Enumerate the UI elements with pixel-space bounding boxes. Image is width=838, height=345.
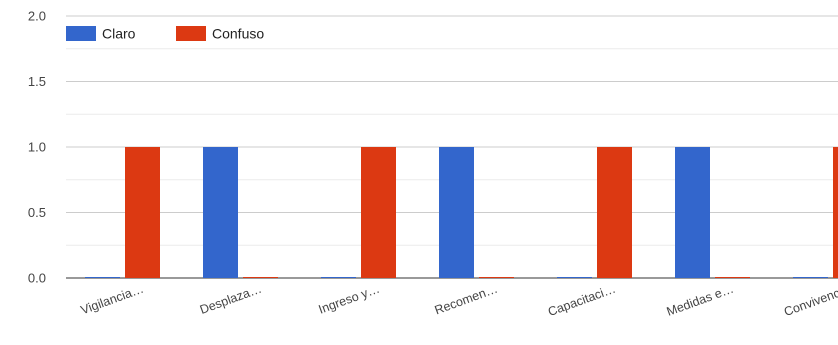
legend-item-claro[interactable]: Claro (66, 26, 136, 42)
bar-claro-6[interactable] (793, 277, 828, 278)
y-tick-label: 1.0 (28, 140, 46, 155)
bar-confuso-3[interactable] (479, 277, 514, 278)
bar-confuso-0[interactable] (125, 147, 160, 278)
bars (85, 147, 838, 278)
bar-claro-3[interactable] (439, 147, 474, 278)
legend[interactable]: Claro Confuso (66, 26, 264, 42)
x-tick-label: Desplaza… (198, 282, 264, 317)
y-tick-label: 2.0 (28, 9, 46, 24)
x-tick-label: Medidas e… (665, 282, 736, 319)
x-tick-label: Ingreso y… (317, 282, 382, 317)
legend-label: Claro (102, 26, 136, 42)
bar-claro-2[interactable] (321, 277, 356, 278)
bar-confuso-1[interactable] (243, 277, 278, 278)
bar-confuso-6[interactable] (833, 147, 838, 278)
legend-label: Confuso (212, 26, 264, 42)
y-tick-label: 0.0 (28, 271, 46, 286)
y-axis-ticks: 0.0 0.5 1.0 1.5 2.0 (28, 9, 46, 286)
legend-item-confuso[interactable]: Confuso (176, 26, 264, 42)
x-tick-label: Recomen… (433, 282, 500, 318)
x-tick-label: Vigilancia… (79, 282, 146, 318)
bar-claro-0[interactable] (85, 277, 120, 278)
bar-claro-1[interactable] (203, 147, 238, 278)
legend-swatch (176, 26, 206, 41)
bar-claro-4[interactable] (557, 277, 592, 278)
x-tick-label: Capacitaci… (546, 282, 617, 319)
bar-confuso-4[interactable] (597, 147, 632, 278)
x-axis-ticks: Vigilancia… Desplaza… Ingreso y… Recomen… Ca… (79, 282, 838, 319)
bar-confuso-2[interactable] (361, 147, 396, 278)
bar-confuso-5[interactable] (715, 277, 750, 278)
legend-swatch (66, 26, 96, 41)
y-tick-label: 0.5 (28, 205, 46, 220)
y-tick-label: 1.5 (28, 74, 46, 89)
x-tick-label: Convivenc… (782, 282, 838, 319)
bar-claro-5[interactable] (675, 147, 710, 278)
